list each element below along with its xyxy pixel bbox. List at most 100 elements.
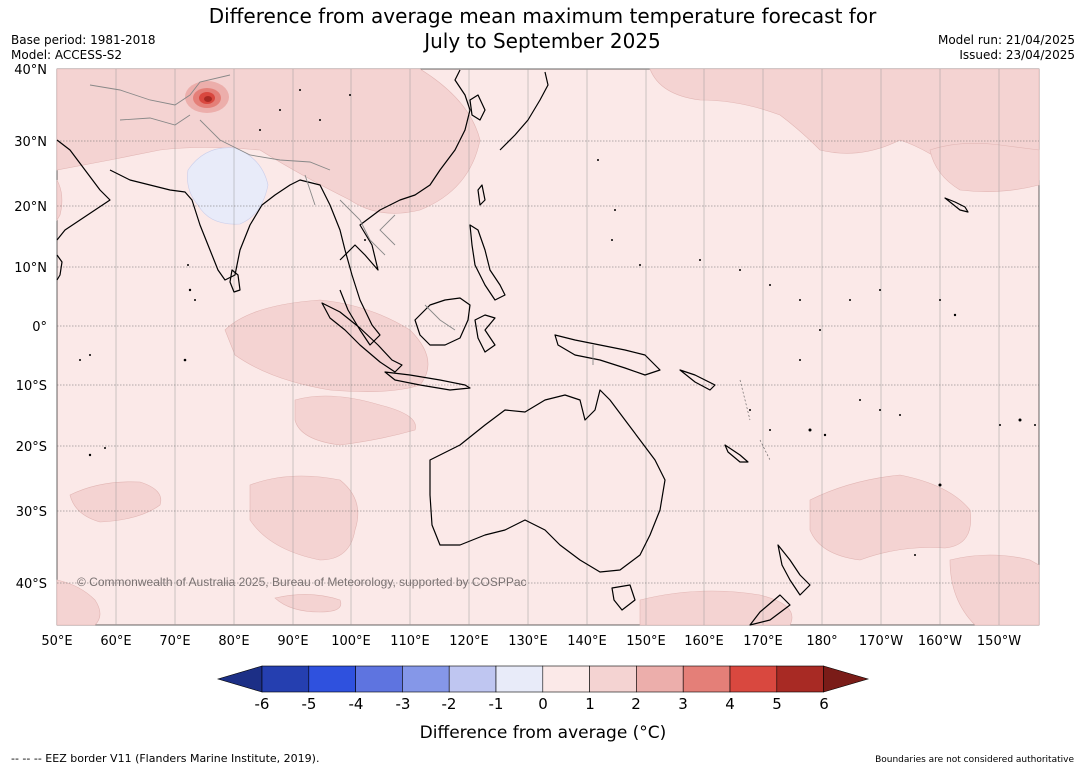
lat-label: 10°N <box>14 261 47 276</box>
lon-label: 70°E <box>159 634 190 649</box>
coast-borneo <box>414 297 471 346</box>
lon-label: 150°E <box>626 634 666 649</box>
colorbar-tick: -3 <box>396 695 411 713</box>
lon-label: 170°E <box>743 634 783 649</box>
map-title: Difference from average mean maximum tem… <box>0 4 1085 54</box>
lon-label: 60°E <box>100 634 131 649</box>
lat-label: 30°N <box>14 135 47 150</box>
coast-solomons <box>679 369 716 391</box>
coast-taiwan <box>477 184 486 206</box>
coast-africa-east <box>56 254 63 281</box>
graticule <box>57 69 1039 625</box>
colorbar-tick: 3 <box>678 695 688 713</box>
latitude-labels: 40°N 30°N 20°N 10°N 0° 10°S 20°S 30°S 40… <box>14 63 47 592</box>
anomaly-patch-south-indian-3 <box>249 475 359 561</box>
lat-label: 40°S <box>16 577 47 592</box>
colorbar-ticks: -6 -5 -4 -3 -2 -1 0 1 2 3 4 5 6 <box>255 695 829 713</box>
coast-south-asia <box>109 169 381 346</box>
boundaries-disclaimer: Boundaries are not considered authoritat… <box>875 755 1074 765</box>
cool-anomaly-india <box>187 147 269 225</box>
anomaly-patch-south-pacific-2 <box>949 554 1040 626</box>
coast-java <box>384 371 471 391</box>
colorbar-segment <box>682 665 731 693</box>
model-run: Model run: 21/04/2025 <box>937 33 1075 47</box>
anomaly-patch-tasman <box>639 590 793 626</box>
issued-date: Issued: 23/04/2025 <box>959 48 1075 62</box>
lon-label: 120°E <box>449 634 489 649</box>
colorbar-extend-low <box>216 665 263 693</box>
colorbar-extend-high <box>823 665 870 693</box>
coast-new-caledonia <box>724 444 749 463</box>
coast-indochina <box>339 69 471 271</box>
colorbar-label: Difference from average (°C) <box>420 723 667 743</box>
eez-borders <box>739 379 771 461</box>
coast-hawaii <box>944 197 969 213</box>
coast-new-zealand-north <box>777 544 811 596</box>
anomaly-patches <box>56 68 1040 626</box>
anomaly-patch-south-west <box>56 579 101 626</box>
colorbar-segment <box>308 665 356 693</box>
anomaly-patch-south-indian-2 <box>69 481 162 523</box>
colorbar-tick: 4 <box>725 695 735 713</box>
colorbar <box>216 665 870 693</box>
island-dots <box>79 89 1036 556</box>
colorbar-tick: 5 <box>772 695 782 713</box>
anomaly-patch-west-africa-coast <box>56 179 63 222</box>
lon-label: 150°W <box>977 634 1021 649</box>
lon-label: 110°E <box>390 634 430 649</box>
lon-label: 180° <box>806 634 837 649</box>
coast-philippines <box>469 224 506 301</box>
anomaly-patch-equatorial-indian <box>224 299 429 392</box>
lon-label: 130°E <box>508 634 548 649</box>
colorbar-segment <box>495 665 544 693</box>
coast-sri-lanka <box>229 269 241 293</box>
title-line-2: July to September 2025 <box>424 29 661 53</box>
colorbar-tick: -5 <box>302 695 317 713</box>
lon-label: 50°E <box>41 634 72 649</box>
colorbar-tick: -2 <box>442 695 457 713</box>
country-borders <box>89 74 594 365</box>
coast-africa-arabia <box>56 139 111 241</box>
colorbar-segment <box>542 665 590 693</box>
coast-korea <box>469 94 486 121</box>
lon-label: 170°W <box>859 634 903 649</box>
colorbar-tick: 2 <box>631 695 641 713</box>
lon-label: 90°E <box>277 634 308 649</box>
colorbar-tick: 6 <box>819 695 829 713</box>
colorbar-segment <box>729 665 778 693</box>
lon-label: 80°E <box>218 634 249 649</box>
model-name: Model: ACCESS-S2 <box>11 48 123 62</box>
coast-japan <box>499 71 549 151</box>
colorbar-segment <box>636 665 684 693</box>
meta-left: Base period: 1981-2018 Model: ACCESS-S2 <box>11 33 156 63</box>
title-line-1: Difference from average mean maximum tem… <box>208 4 877 28</box>
hot-spot <box>185 81 229 113</box>
colorbar-segment <box>355 665 403 693</box>
colorbar-tick: 1 <box>585 695 595 713</box>
colorbar-tick: -4 <box>349 695 364 713</box>
coast-sulawesi <box>474 314 496 353</box>
eez-legend-note: -- -- -- EEZ border V11 (Flanders Marine… <box>11 752 320 765</box>
lat-label: 20°N <box>14 200 47 215</box>
coastlines <box>56 69 969 626</box>
anomaly-patch-south-indian-1 <box>294 395 416 446</box>
lon-label: 160°E <box>684 634 724 649</box>
colorbar-segment <box>448 665 497 693</box>
lat-label: 0° <box>32 320 47 335</box>
colorbar-segment <box>402 665 450 693</box>
lon-label: 140°E <box>567 634 607 649</box>
copyright-notice: © Commonwealth of Australia 2025, Bureau… <box>77 575 527 589</box>
colorbar-segment <box>589 665 637 693</box>
colorbar-segment <box>261 665 310 693</box>
coast-australia <box>429 389 666 573</box>
coast-new-zealand-south <box>749 594 791 626</box>
anomaly-patch-east-pacific <box>929 143 1040 192</box>
lat-label: 20°S <box>16 440 47 455</box>
colorbar-tick: -6 <box>255 695 270 713</box>
lon-label: 160°W <box>918 634 962 649</box>
coast-sumatra <box>321 302 403 373</box>
lat-label: 30°S <box>16 505 47 520</box>
meta-right: Model run: 21/04/2025 Issued: 23/04/2025 <box>938 33 1075 63</box>
lon-label: 100°E <box>331 634 371 649</box>
